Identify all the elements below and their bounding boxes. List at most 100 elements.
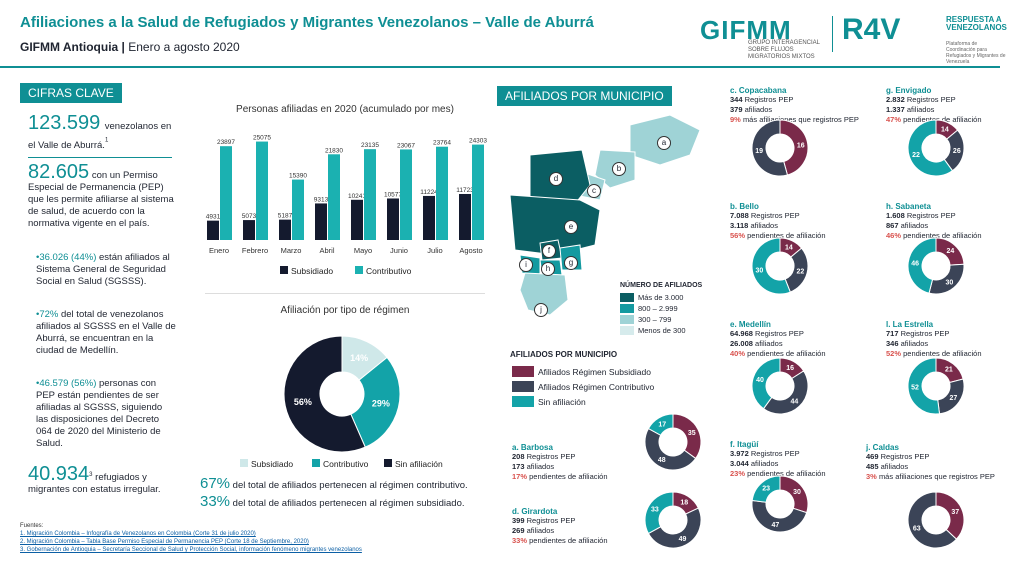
page-title: Afiliaciones a la Salud de Refugiados y …: [20, 14, 594, 31]
bar-contributivo-abril: [328, 154, 340, 240]
map-label-g: g: [564, 256, 578, 270]
regimen-legend: Afiliados Régimen Subsidiado Afiliados R…: [512, 366, 654, 407]
map-label-i: i: [519, 258, 533, 272]
donut-label: 14: [785, 244, 793, 251]
municipio-info-a: a. Barbosa 208 Registros PEP 173 afiliados…: [512, 443, 608, 482]
source-link-2[interactable]: 2. Migración Colombia – Tabla Base Permi…: [20, 539, 309, 545]
x-tick-label: Marzo: [281, 246, 302, 255]
municipio-pct: 46% pendientes de afiliación: [886, 231, 982, 240]
municipio-pep: 399 Registros PEP: [512, 516, 576, 525]
municipio-info-f: f. Itagüí 3.972 Registros PEP 3.044 afilia…: [730, 440, 826, 479]
municipio-donut-g: 14 26 22: [907, 119, 965, 177]
bar-value-label: 11224: [420, 189, 438, 196]
donut-label: 14: [941, 126, 949, 133]
municipio-pct: 40% pendientes de afiliación: [730, 349, 826, 358]
map-label-c: c: [587, 184, 601, 198]
bar-contributivo-agosto: [472, 144, 484, 240]
municipio-name: j. Caldas: [866, 443, 899, 452]
municipio-info-c: c. Copacabana 344 Registros PEP 379 afilia…: [730, 86, 859, 125]
map-legend: Más de 3.000 800 – 2.999 300 – 799 Menos…: [620, 293, 686, 335]
municipio-info-g: g. Envigado 2.832 Registros PEP 1.337 afil…: [886, 86, 982, 125]
donut-segment: [644, 491, 674, 535]
bar-value-label: 24303: [469, 138, 487, 145]
bar-value-label: 23897: [217, 139, 235, 146]
pie-legend: Subsidiado Contributivo Sin afiliación: [240, 459, 443, 469]
municipio-pep: 717 Registros PEP: [886, 329, 950, 338]
cifras-tag: CIFRAS CLAVE: [20, 83, 122, 103]
bar-value-label: 10241: [348, 193, 366, 200]
regimen-legend-title: AFILIADOS POR MUNICIPIO: [510, 350, 618, 359]
r4v-logo-sub2: Plataforma de Coordinación para Refugiad…: [946, 41, 1006, 65]
map-legend-title: NÚMERO DE AFILIADOS: [620, 282, 703, 289]
bar-contributivo-junio: [400, 149, 412, 240]
municipio-pct: 17% pendientes de afiliación: [512, 472, 608, 481]
municipio-afiliados: 379 afiliados: [730, 105, 773, 114]
municipio-donut-h: 24 30 46: [907, 237, 965, 295]
municipio-info-l: l. La Estrella 717 Registros PEP 346 afili…: [886, 320, 982, 359]
municipio-pep: 3.972 Registros PEP: [730, 449, 800, 458]
x-tick-label: Febrero: [242, 246, 268, 255]
source-link-3[interactable]: 3. Gobernación de Antioquia – Secretaría…: [20, 547, 362, 553]
municipio-pep: 7.088 Registros PEP: [730, 211, 800, 220]
map-label-e: e: [564, 220, 578, 234]
bar-subsidiado-julio: [423, 195, 435, 240]
pie-legend-label: Subsidiado: [251, 459, 293, 469]
donut-segment: [751, 357, 781, 410]
donut-segment: [647, 413, 674, 436]
donut-label: 40: [756, 377, 764, 384]
conclusion-subsidiado: 33% del total de afiliados pertenecen al…: [200, 493, 465, 510]
municipio-pct: 52% pendientes de afiliación: [886, 349, 982, 358]
donut-label: 23: [762, 486, 770, 493]
donut-label: 17: [658, 421, 666, 428]
municipio-donut-f: 30 47 23: [751, 475, 809, 533]
donut-label: 48: [658, 457, 666, 464]
stat-venezolanos: 123.599 venezolanos en el Valle de Aburr…: [28, 112, 172, 151]
donut-label: 30: [755, 267, 763, 274]
donut-segment: [283, 335, 366, 453]
municipio-pct: 3% más afiliaciones que registros PEP: [866, 472, 995, 481]
x-tick-label: Enero: [209, 246, 229, 255]
municipio-pep: 1.608 Registros PEP: [886, 211, 956, 220]
bar-contributivo-febrero: [256, 141, 268, 240]
municipio-name: g. Envigado: [886, 86, 932, 95]
municipio-name: a. Barbosa: [512, 443, 553, 452]
x-tick-label: Agosto: [459, 246, 482, 255]
bar-value-label: 4931: [206, 214, 221, 221]
map-label-d: d: [549, 172, 563, 186]
donut-segment: [751, 499, 808, 533]
municipio-donut-b: 14 22 30: [751, 237, 809, 295]
pie-chart-title: Afiliación por tipo de régimen: [280, 305, 410, 316]
municipio-afiliados: 3.118 afiliados: [730, 221, 778, 230]
bar-chart-title: Personas afiliadas en 2020 (acumulado po…: [236, 104, 454, 115]
r4v-logo: R4V: [842, 13, 901, 46]
source-link-1[interactable]: 1. Migración Colombia – Infografía de Ve…: [20, 531, 256, 537]
map-label-j: j: [534, 303, 548, 317]
bar-contributivo-julio: [436, 146, 448, 240]
bar-legend-label: Contributivo: [366, 266, 412, 276]
x-tick-label: Mayo: [354, 246, 372, 255]
donut-segment: [779, 119, 809, 176]
municipio-name: b. Bello: [730, 202, 759, 211]
municipio-pct: 56% pendientes de afiliación: [730, 231, 826, 240]
donut-segment: [935, 491, 965, 540]
donut-label: 27: [949, 395, 957, 402]
municipio-pct: 47% pendientes de afiliación: [886, 115, 982, 124]
donut-segment: [907, 357, 941, 415]
donut-segment: [762, 370, 809, 415]
bar-value-label: 23764: [433, 140, 451, 147]
municipio-donut-d: 18 49 33: [644, 491, 702, 549]
donut-label: 16: [786, 365, 794, 372]
donut-label: 30: [945, 280, 953, 287]
municipio-info-d: d. Girardota 399 Registros PEP 269 afiliad…: [512, 507, 608, 546]
municipio-afiliados: 173 afiliados: [512, 462, 555, 471]
municipio-pep: 344 Registros PEP: [730, 95, 794, 104]
municipio-pct: 33% pendientes de afiliación: [512, 536, 608, 545]
x-tick-label: Junio: [390, 246, 408, 255]
separator: [28, 157, 172, 158]
municipio-pct: 9% más afiliaciones que registros PEP: [730, 115, 859, 124]
municipio-pep: 208 Registros PEP: [512, 452, 576, 461]
bar-subsidiado-marzo: [279, 219, 291, 240]
r4v-logo-sub: RESPUESTA A VENEZOLANOS: [946, 15, 1007, 32]
header-divider: [0, 66, 1000, 68]
municipio-donut-a: 35 48 17: [644, 413, 702, 471]
